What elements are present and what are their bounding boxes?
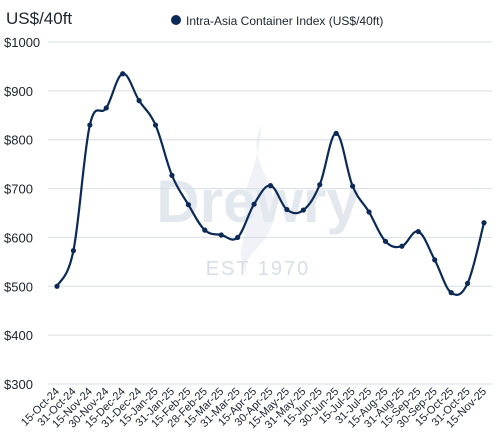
- watermark-text: Drewry: [156, 168, 360, 235]
- data-point: [87, 122, 93, 128]
- data-point: [317, 182, 323, 188]
- data-point: [70, 248, 77, 254]
- data-point: [432, 257, 438, 263]
- data-point: [218, 232, 224, 238]
- legend: Intra-Asia Container Index (US$/40ft): [171, 14, 383, 28]
- data-point: [333, 130, 339, 136]
- legend-label: Intra-Asia Container Index (US$/40ft): [186, 14, 383, 28]
- data-point: [481, 220, 487, 226]
- data-point: [366, 209, 372, 215]
- data-point: [120, 71, 126, 77]
- y-axis: $300 $400 $500 $600 $700 $800 $900 $1000: [4, 35, 40, 392]
- data-point: [169, 172, 175, 178]
- x-axis: 15-Oct-2431-Oct-2415-Nov-2430-Nov-2415-D…: [19, 386, 489, 432]
- data-point: [415, 228, 421, 235]
- data-point: [251, 201, 257, 207]
- data-point: [284, 206, 290, 213]
- data-point: [464, 280, 471, 286]
- series: [54, 71, 487, 296]
- data-point: [54, 283, 60, 289]
- y-tick-label: $400: [4, 328, 33, 343]
- grid: [48, 41, 492, 385]
- data-point: [350, 183, 356, 189]
- data-point: [235, 234, 241, 241]
- y-tick-label: $1000: [4, 35, 40, 50]
- data-point: [300, 207, 306, 213]
- y-tick-label: $900: [4, 84, 33, 99]
- y-tick-label: $800: [4, 133, 33, 148]
- data-point: [382, 238, 389, 244]
- y-unit-label: US$/40ft: [6, 9, 72, 28]
- data-point: [399, 243, 405, 249]
- y-tick-label: $700: [4, 182, 33, 197]
- data-point: [267, 183, 274, 189]
- y-tick-label: $600: [4, 230, 33, 245]
- watermark: Drewry EST 1970: [156, 125, 360, 280]
- data-point: [202, 227, 208, 233]
- data-point: [185, 202, 191, 208]
- y-tick-label: $500: [4, 279, 33, 294]
- y-tick-label: $300: [4, 377, 33, 392]
- data-point: [448, 290, 454, 296]
- data-point: [103, 105, 109, 111]
- data-point: [136, 98, 142, 104]
- watermark-subtext: EST 1970: [206, 258, 311, 280]
- legend-marker: [171, 15, 181, 25]
- data-point: [152, 122, 159, 128]
